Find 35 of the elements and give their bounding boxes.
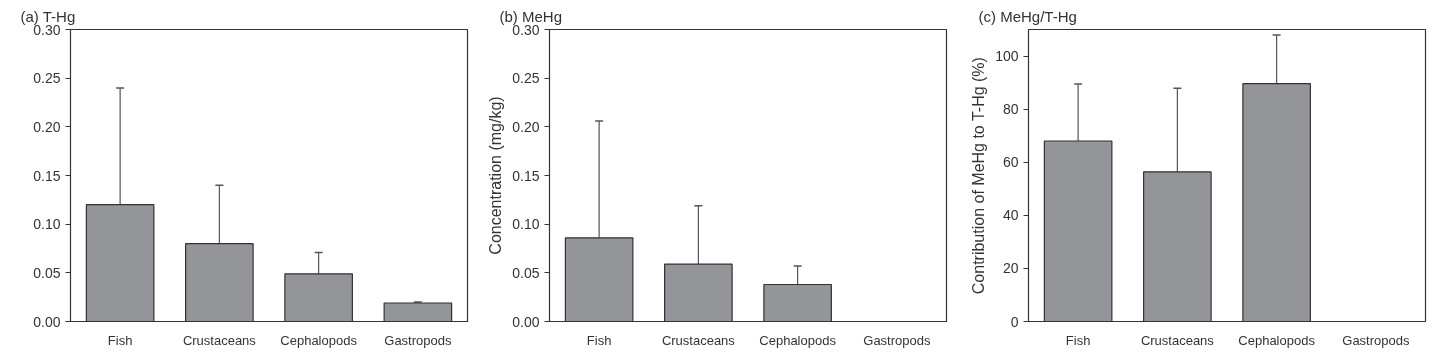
y-axis-title: Contribution of MeHg to T-Hg (%) [970,57,988,295]
x-tick-label: Fish [107,332,133,348]
chart-title: (a) T-Hg [20,7,76,25]
x-tick-label: Fish [1065,332,1091,348]
y-tick-label: 0 [1010,313,1019,330]
y-tick-label: 0.25 [33,70,61,87]
y-tick-label: 40 [1002,207,1019,224]
x-tick-label: Cephalopods [280,332,358,348]
y-tick-label: 80 [1002,101,1019,118]
y-tick-label: 0.05 [512,264,540,281]
x-tick-label: Gastropods [1342,332,1410,348]
x-tick-label: Crustaceans [182,332,257,348]
y-tick-label: 0.25 [512,70,540,87]
y-tick-label: 0.10 [512,216,540,233]
y-tick-label: 60 [1002,154,1019,171]
x-tick-label: Crustaceans [661,332,736,348]
x-tick-label: Gastropods [384,332,452,348]
x-tick-label: Cephalopods [1238,332,1316,348]
chart-title: (c) MeHg/T-Hg [978,7,1077,25]
y-tick-label: 0.15 [33,167,61,184]
y-tick-label: 0.10 [33,216,61,233]
x-tick-label: Crustaceans [1140,332,1215,348]
y-tick-label: 0.20 [512,118,540,135]
chart-title: (b) MeHg [499,7,563,25]
y-tick-label: 100 [995,48,1019,65]
y-tick-label: 0.15 [512,167,540,184]
y-tick-label: 0.00 [33,313,61,330]
y-axis-title: Concentration (mg/kg) [487,96,505,255]
y-tick-label: 0.05 [33,264,61,281]
y-tick-label: 20 [1002,260,1019,277]
x-tick-label: Gastropods [863,332,931,348]
y-tick-label: 0.20 [33,118,61,135]
x-tick-label: Cephalopods [759,332,837,348]
x-tick-label: Fish [586,332,612,348]
y-tick-label: 0.00 [512,313,540,330]
